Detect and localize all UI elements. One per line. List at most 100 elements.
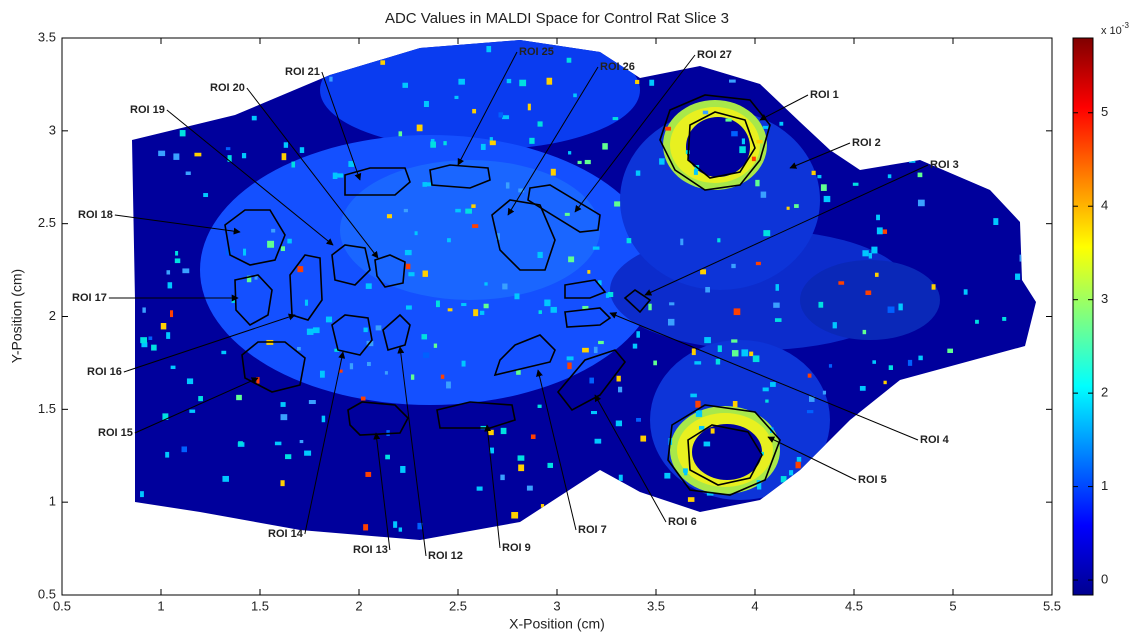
speckle [140,491,144,497]
speckle [779,122,783,126]
speckle [821,184,827,191]
speckle [684,469,687,475]
roi-label: ROI 26 [600,61,635,73]
speckle [733,401,738,407]
x-tick-label: 5.5 [1043,598,1061,613]
roi-label: ROI 12 [428,550,463,562]
speckle [680,239,683,246]
speckle [501,428,507,434]
colorbar-tick-label: 3 [1101,291,1108,306]
speckle [640,436,646,442]
speckle [918,200,925,207]
speckle [500,475,504,480]
speckle [175,258,180,263]
roi-label: ROI 4 [920,434,950,446]
speckle [284,142,288,148]
speckle [404,209,408,212]
colorbar-tick-label: 0 [1101,571,1108,586]
speckle [529,138,534,144]
speckle [140,337,147,343]
speckle [411,374,414,379]
speckle [725,119,731,122]
speckle [695,401,700,408]
speckle [1015,274,1020,280]
speckle [282,153,287,160]
speckle [203,193,208,197]
speckle [304,451,311,456]
roi-label: ROI 16 [87,366,122,378]
speckle [692,348,696,355]
speckle [490,141,496,146]
speckle [480,311,484,315]
speckle [281,246,285,251]
speckle [787,207,790,210]
speckle [755,180,759,186]
speckle [598,341,604,344]
speckle [461,303,466,306]
speckle [387,214,392,218]
speckle [717,238,720,242]
speckle [182,446,188,452]
speckle [668,319,674,326]
speckle [838,281,844,284]
speckle [151,345,157,351]
speckle [297,266,303,272]
speckle [285,454,291,459]
speckle [567,58,572,63]
speckle [436,301,440,308]
speckle [582,348,589,353]
speckle [817,175,821,178]
speckle [297,347,301,350]
speckle [704,442,711,447]
speckle [305,300,308,306]
speckle [775,318,782,322]
speckle [734,308,741,315]
speckle [551,169,556,176]
speckle [773,303,779,308]
speckle [472,224,478,228]
speckle [688,497,695,502]
speckle [415,231,418,235]
speckle [393,521,397,528]
speckle [165,452,169,458]
roi-label: ROI 19 [130,104,165,116]
speckle [484,304,489,309]
speckle [519,80,526,86]
speckle [194,153,201,157]
speckle [635,80,639,84]
speckle [226,147,230,150]
speckle [168,282,173,288]
speckle [789,470,793,475]
speckle [567,356,574,360]
x-tick-label: 2 [355,598,362,613]
roi-label: ROI 9 [502,542,531,554]
speckle [690,394,697,398]
speckle [753,355,760,362]
speckle [694,361,701,364]
speckle [385,455,390,460]
speckle [888,306,895,312]
speckle [829,364,832,368]
chart-title: ADC Values in MALDI Space for Control Ra… [385,10,729,27]
speckle [664,473,670,479]
speckle [142,307,145,312]
roi-label: ROI 5 [858,474,887,486]
speckle [506,182,510,188]
speckle [932,284,936,289]
speckle [458,79,465,85]
speckle [649,80,654,86]
speckle [853,183,859,186]
speckle [595,439,602,444]
speckle [173,153,179,159]
colorbar-tick-label: 5 [1101,104,1108,119]
speckle [705,287,710,292]
speckle [808,374,812,378]
speckle [189,410,195,413]
speckle [280,480,284,486]
colorbar-scale: x 10-3 [1101,21,1129,37]
speckle [703,111,708,115]
speckle [877,227,883,234]
speckle [313,327,320,333]
speckle [589,378,594,384]
speckle [238,441,243,445]
